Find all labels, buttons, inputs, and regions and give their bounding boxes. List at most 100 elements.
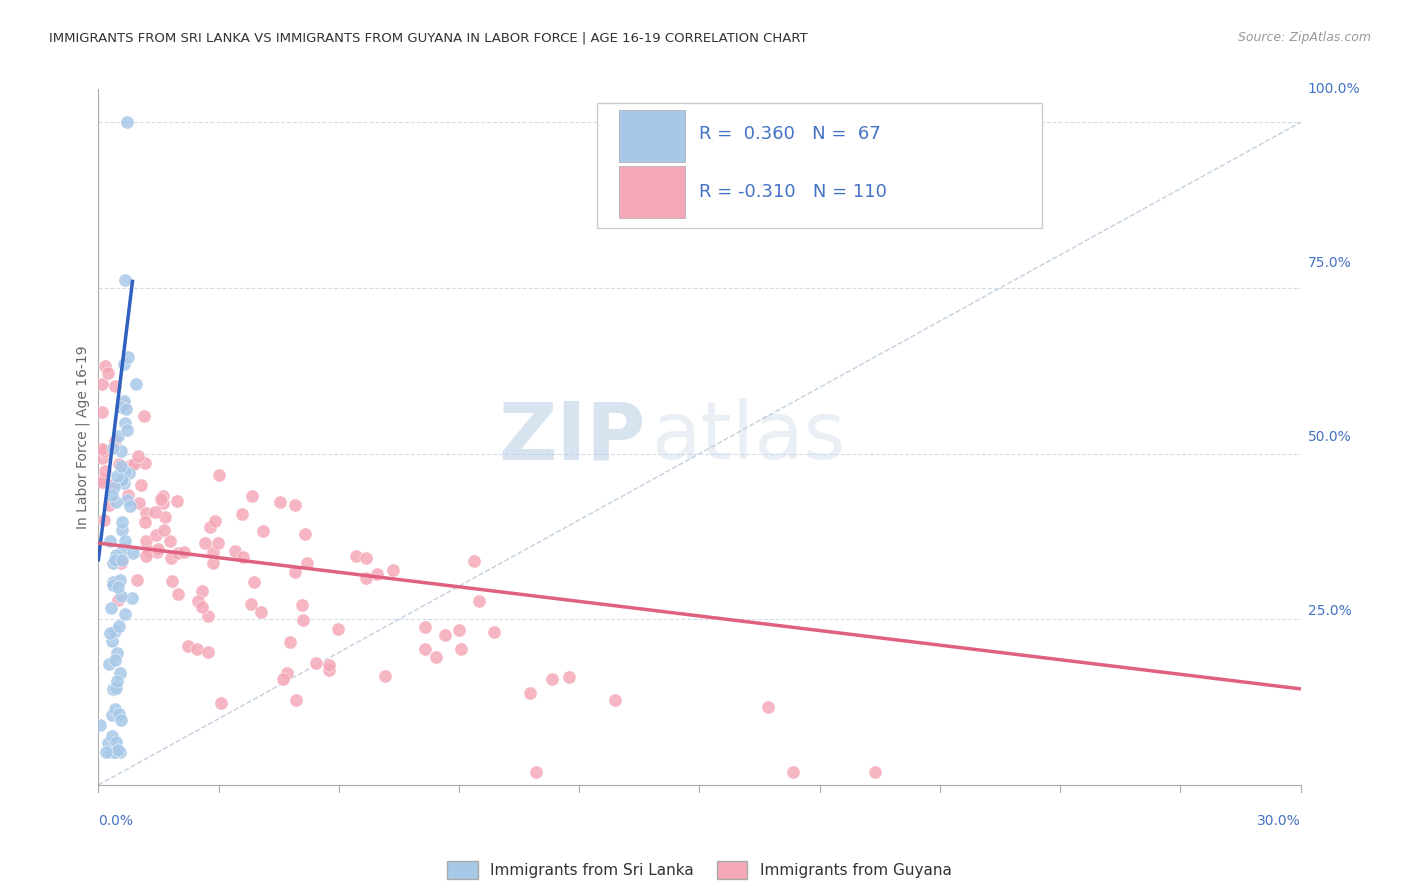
Y-axis label: In Labor Force | Age 16-19: In Labor Force | Age 16-19 bbox=[76, 345, 90, 529]
Point bbox=[111, 515, 134, 529]
Point bbox=[101, 730, 124, 744]
Point bbox=[89, 718, 111, 732]
Point bbox=[202, 545, 225, 559]
Point bbox=[413, 619, 436, 633]
Point bbox=[104, 552, 127, 566]
Point bbox=[204, 514, 226, 528]
Point bbox=[284, 499, 307, 513]
Point bbox=[239, 597, 262, 611]
Text: Source: ZipAtlas.com: Source: ZipAtlas.com bbox=[1237, 31, 1371, 45]
Point bbox=[166, 493, 188, 508]
Point bbox=[101, 556, 124, 570]
Point bbox=[434, 628, 457, 642]
Point bbox=[197, 609, 219, 624]
Point bbox=[271, 673, 294, 687]
Point bbox=[425, 650, 447, 665]
Point bbox=[105, 494, 128, 508]
Point bbox=[94, 464, 117, 478]
Point bbox=[540, 672, 562, 686]
Point bbox=[291, 613, 314, 627]
Text: 50.0%: 50.0% bbox=[1308, 430, 1351, 444]
Point bbox=[111, 473, 134, 487]
Point bbox=[110, 443, 132, 458]
Point bbox=[134, 456, 156, 470]
Point bbox=[112, 357, 135, 371]
Point bbox=[104, 434, 127, 448]
FancyBboxPatch shape bbox=[619, 110, 685, 162]
Point bbox=[305, 657, 328, 671]
Point bbox=[484, 625, 506, 640]
Point bbox=[110, 556, 132, 570]
Point bbox=[101, 681, 124, 696]
Text: 75.0%: 75.0% bbox=[1308, 256, 1351, 270]
Point bbox=[153, 510, 176, 524]
Point bbox=[101, 575, 124, 590]
Point bbox=[145, 528, 167, 542]
Point bbox=[108, 619, 131, 633]
Point bbox=[112, 476, 135, 491]
Point bbox=[115, 492, 138, 507]
Point bbox=[209, 696, 232, 710]
Point bbox=[252, 524, 274, 539]
Point bbox=[129, 477, 152, 491]
Point bbox=[197, 645, 219, 659]
Point bbox=[114, 534, 136, 549]
Point bbox=[366, 567, 388, 582]
Point bbox=[166, 546, 188, 560]
Point bbox=[122, 457, 145, 471]
Point bbox=[101, 708, 124, 723]
Text: 100.0%: 100.0% bbox=[1308, 82, 1360, 96]
Point bbox=[97, 736, 120, 750]
Point bbox=[603, 693, 626, 707]
FancyBboxPatch shape bbox=[619, 166, 685, 218]
Point bbox=[105, 674, 128, 689]
Point bbox=[173, 545, 195, 559]
Point bbox=[117, 350, 139, 364]
Point bbox=[104, 653, 127, 667]
Point bbox=[101, 441, 124, 455]
Point bbox=[125, 376, 148, 391]
Point bbox=[200, 520, 222, 534]
Point bbox=[112, 541, 135, 556]
Point bbox=[91, 377, 114, 392]
Legend: Immigrants from Sri Lanka, Immigrants from Guyana: Immigrants from Sri Lanka, Immigrants fr… bbox=[441, 855, 957, 885]
Point bbox=[467, 594, 489, 608]
Point bbox=[101, 488, 124, 502]
Point bbox=[107, 580, 129, 594]
Point bbox=[98, 498, 121, 512]
Point bbox=[112, 398, 135, 412]
Point bbox=[104, 745, 127, 759]
Text: IMMIGRANTS FROM SRI LANKA VS IMMIGRANTS FROM GUYANA IN LABOR FORCE | AGE 16-19 C: IMMIGRANTS FROM SRI LANKA VS IMMIGRANTS … bbox=[49, 31, 808, 45]
Point bbox=[285, 692, 308, 706]
Point bbox=[232, 549, 254, 564]
Point bbox=[114, 607, 136, 621]
Point bbox=[519, 686, 541, 700]
Point bbox=[356, 550, 378, 565]
Point bbox=[120, 458, 142, 473]
Point bbox=[250, 606, 273, 620]
Point bbox=[108, 573, 131, 587]
Point bbox=[243, 574, 266, 589]
Point bbox=[318, 663, 340, 677]
Point bbox=[756, 699, 779, 714]
Point bbox=[91, 451, 114, 466]
Point bbox=[146, 545, 169, 559]
Point bbox=[153, 524, 176, 538]
Point bbox=[382, 563, 405, 577]
Point bbox=[269, 495, 291, 509]
Point bbox=[114, 273, 136, 287]
Point bbox=[93, 444, 115, 458]
Point bbox=[413, 642, 436, 657]
Point bbox=[111, 523, 134, 537]
Point bbox=[297, 556, 319, 570]
Point bbox=[138, 543, 160, 558]
Point bbox=[132, 409, 155, 423]
Point bbox=[143, 505, 166, 519]
Point bbox=[354, 571, 377, 585]
Point bbox=[177, 640, 200, 654]
Point bbox=[152, 489, 174, 503]
Point bbox=[110, 459, 132, 474]
Point bbox=[103, 577, 125, 591]
Point bbox=[125, 573, 148, 587]
Point bbox=[105, 646, 128, 660]
